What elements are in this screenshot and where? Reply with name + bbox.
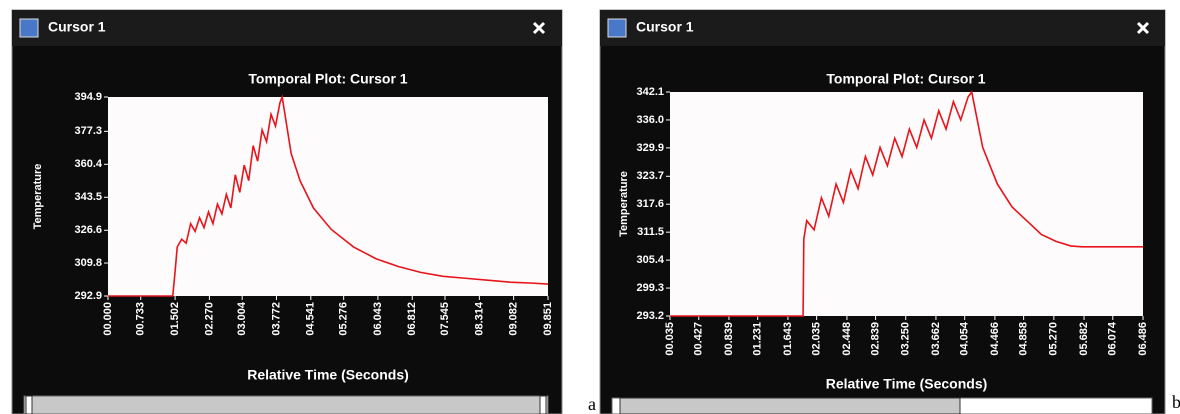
x-tick-label: 00.035: [664, 322, 676, 356]
y-tick-label: 317.6: [636, 198, 664, 210]
x-tick-label: 03.250: [900, 322, 912, 356]
x-axis-label: Relative Time (Seconds): [826, 376, 988, 392]
y-tick-label: 311.5: [637, 226, 664, 238]
title-bar: [12, 10, 562, 46]
y-tick-label: 309.8: [74, 257, 102, 269]
x-tick-label: 02.448: [841, 322, 853, 356]
y-tick-label: 326.6: [74, 224, 102, 236]
x-tick-label: 04.466: [989, 322, 1001, 356]
y-axis-label: Temperature: [32, 164, 44, 230]
y-tick-label: 342.1: [636, 86, 664, 98]
x-tick-label: 02.035: [811, 322, 823, 356]
x-tick-label: 07.545: [439, 302, 451, 336]
y-tick-label: 394.9: [74, 91, 102, 103]
window-title: Cursor 1: [636, 19, 694, 35]
y-tick-label: 299.3: [636, 282, 664, 294]
x-tick-label: 03.004: [236, 301, 248, 336]
temperature-line: [670, 90, 1143, 317]
x-tick-label: 00.000: [102, 302, 114, 336]
x-tick-label: 06.074: [1107, 321, 1119, 356]
x-tick-label: 02.839: [870, 322, 882, 356]
y-tick-label: 292.9: [74, 290, 102, 302]
x-tick-label: 00.427: [693, 322, 705, 356]
close-button[interactable]: [1136, 21, 1150, 35]
x-tick-label: 05.270: [1048, 322, 1060, 356]
close-button[interactable]: [532, 21, 546, 35]
chart-title: Tomporal Plot: Cursor 1: [826, 71, 985, 87]
x-tick-label: 06.812: [406, 302, 418, 336]
x-tick-label: 01.231: [752, 322, 764, 356]
x-tick-label: 09.851: [542, 302, 554, 336]
scrollbar[interactable]: [23, 395, 549, 414]
y-tick-label: 336.0: [636, 114, 664, 126]
scroll-thumb[interactable]: [539, 395, 547, 414]
x-tick-label: 03.772: [270, 302, 282, 336]
plot-area: [670, 92, 1143, 316]
y-tick-label: 293.2: [636, 310, 664, 322]
x-tick-label: 01.643: [782, 322, 794, 356]
x-tick-label: 06.043: [372, 302, 384, 336]
x-tick-label: 04.858: [1018, 322, 1030, 356]
window-icon: [607, 18, 627, 38]
x-tick-label: 08.314: [473, 301, 485, 336]
window-icon: [19, 18, 39, 38]
y-tick-label: 343.5: [74, 191, 102, 203]
x-tick-label: 00.733: [135, 302, 147, 336]
title-bar: [600, 10, 1165, 46]
window-title: Cursor 1: [48, 19, 106, 35]
x-tick-label: 09.082: [508, 302, 520, 336]
y-tick-label: 377.3: [74, 125, 102, 137]
x-tick-label: 01.502: [169, 302, 181, 336]
x-tick-label: 00.839: [723, 322, 735, 356]
x-tick-label: 05.276: [338, 302, 350, 336]
panel-label: b: [1172, 392, 1180, 412]
x-tick-label: 02.270: [203, 302, 215, 336]
x-tick-label: 06.486: [1137, 322, 1149, 356]
x-tick-label: 03.662: [930, 322, 942, 356]
x-tick-label: 05.682: [1078, 322, 1090, 356]
plot-area: [108, 97, 548, 296]
temperature-line: [108, 93, 549, 297]
y-tick-label: 360.4: [74, 158, 102, 170]
scroll-thumb[interactable]: [619, 397, 961, 414]
y-tick-label: 305.4: [636, 254, 664, 266]
x-tick-label: 04.541: [305, 302, 317, 336]
x-axis-label: Relative Time (Seconds): [247, 367, 409, 383]
panel-label: a: [588, 394, 596, 414]
y-axis-label: Temperature: [618, 171, 630, 237]
scroll-thumb[interactable]: [25, 395, 33, 414]
y-tick-label: 323.7: [636, 170, 664, 182]
y-tick-label: 329.9: [636, 142, 664, 154]
x-tick-label: 04.054: [959, 321, 971, 356]
chart-title: Tomporal Plot: Cursor 1: [248, 71, 407, 87]
